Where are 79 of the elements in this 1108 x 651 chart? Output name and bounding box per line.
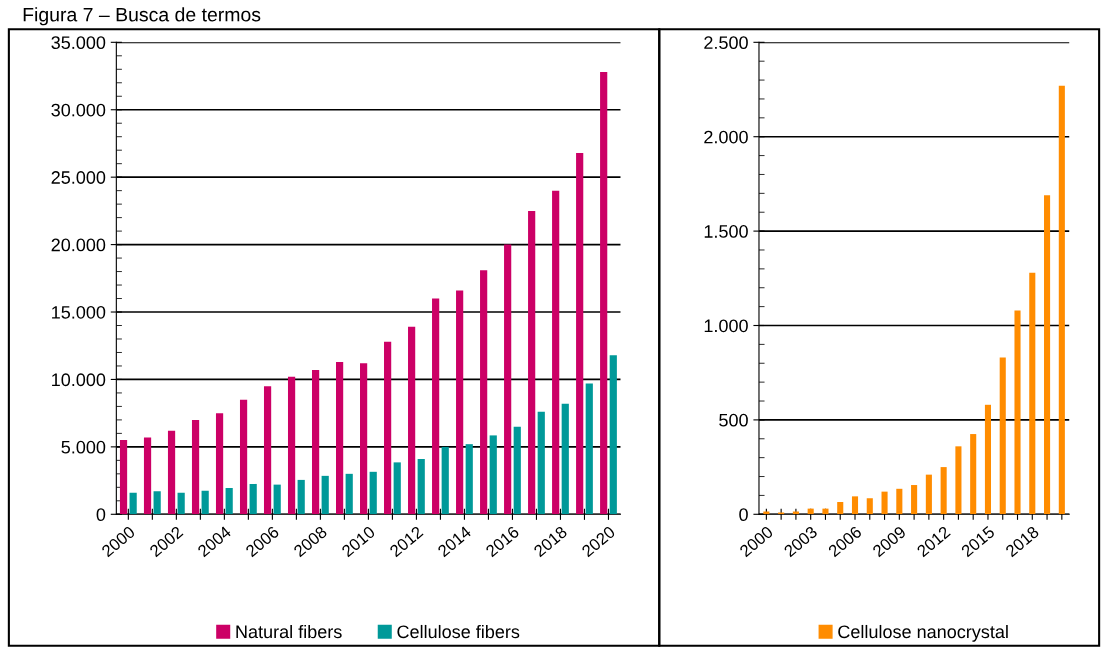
bar — [177, 492, 185, 515]
bar — [925, 474, 932, 515]
bar — [552, 190, 560, 515]
bar — [191, 419, 200, 515]
bar — [480, 270, 488, 515]
bar — [1044, 195, 1051, 515]
bar — [866, 498, 873, 515]
legend-label: Cellulose fibers — [397, 624, 520, 639]
bar — [345, 473, 353, 515]
bar — [881, 491, 888, 515]
bar — [215, 413, 224, 515]
bar — [609, 355, 617, 515]
bar — [360, 363, 368, 515]
y-tick-label: 30.000 — [51, 103, 106, 117]
bar — [263, 386, 272, 515]
bar — [561, 403, 569, 515]
bar — [896, 488, 903, 515]
bar — [999, 357, 1006, 515]
bar — [911, 485, 918, 515]
bar — [153, 491, 161, 515]
bar — [119, 440, 128, 515]
bar — [822, 508, 829, 515]
bar — [955, 446, 962, 515]
y-tick-label: 1.000 — [704, 319, 748, 333]
chart-title: Figura 7 – Busca de termos — [23, 7, 261, 26]
bar — [513, 426, 521, 515]
y-tick-label: 10.000 — [52, 373, 106, 387]
bar — [297, 479, 305, 515]
bar — [336, 361, 344, 515]
bar — [837, 502, 844, 515]
bar — [537, 411, 545, 515]
bar — [417, 459, 425, 515]
bar — [489, 435, 497, 515]
bar — [273, 484, 281, 515]
y-tick-label: 2.000 — [704, 130, 748, 144]
bar — [369, 471, 377, 515]
bar — [970, 434, 977, 515]
bar — [1029, 272, 1036, 515]
bar — [600, 71, 608, 515]
bar — [504, 244, 512, 515]
bar — [585, 383, 593, 515]
bar — [1014, 310, 1021, 515]
bar — [984, 404, 992, 515]
bar — [432, 298, 440, 515]
bar — [851, 496, 859, 515]
bar — [287, 376, 296, 515]
bar — [393, 462, 401, 515]
bar — [441, 446, 449, 515]
bar — [940, 467, 947, 515]
bar — [201, 490, 209, 515]
y-tick-label: 20.000 — [51, 238, 106, 252]
bar — [249, 483, 257, 515]
bar — [792, 511, 799, 515]
y-tick-label: 1.500 — [704, 225, 748, 238]
y-tick-label: 500 — [719, 413, 748, 427]
bar — [143, 437, 152, 515]
bar — [1058, 85, 1065, 515]
legend-label: Natural fibers — [236, 624, 342, 639]
bar — [763, 511, 770, 515]
y-tick-label: 25.000 — [51, 171, 106, 184]
bar — [456, 290, 464, 515]
y-tick-label: 0 — [96, 508, 106, 522]
bar — [321, 475, 329, 515]
y-tick-label: 0 — [739, 508, 748, 522]
bar — [225, 487, 233, 515]
bar — [408, 326, 416, 515]
y-tick-label: 5.000 — [61, 440, 106, 454]
bar — [129, 492, 137, 515]
bar — [167, 430, 176, 515]
y-tick-label: 35.000 — [51, 36, 106, 50]
legend-label: Cellulose nanocrystal — [838, 624, 1008, 642]
bar — [384, 341, 392, 515]
y-tick-label: 15.000 — [52, 305, 106, 319]
bar — [576, 152, 584, 515]
bar — [311, 370, 320, 515]
bar — [528, 210, 536, 515]
bar — [465, 444, 473, 515]
bar — [239, 399, 248, 515]
y-tick-label: 2.500 — [704, 36, 748, 50]
